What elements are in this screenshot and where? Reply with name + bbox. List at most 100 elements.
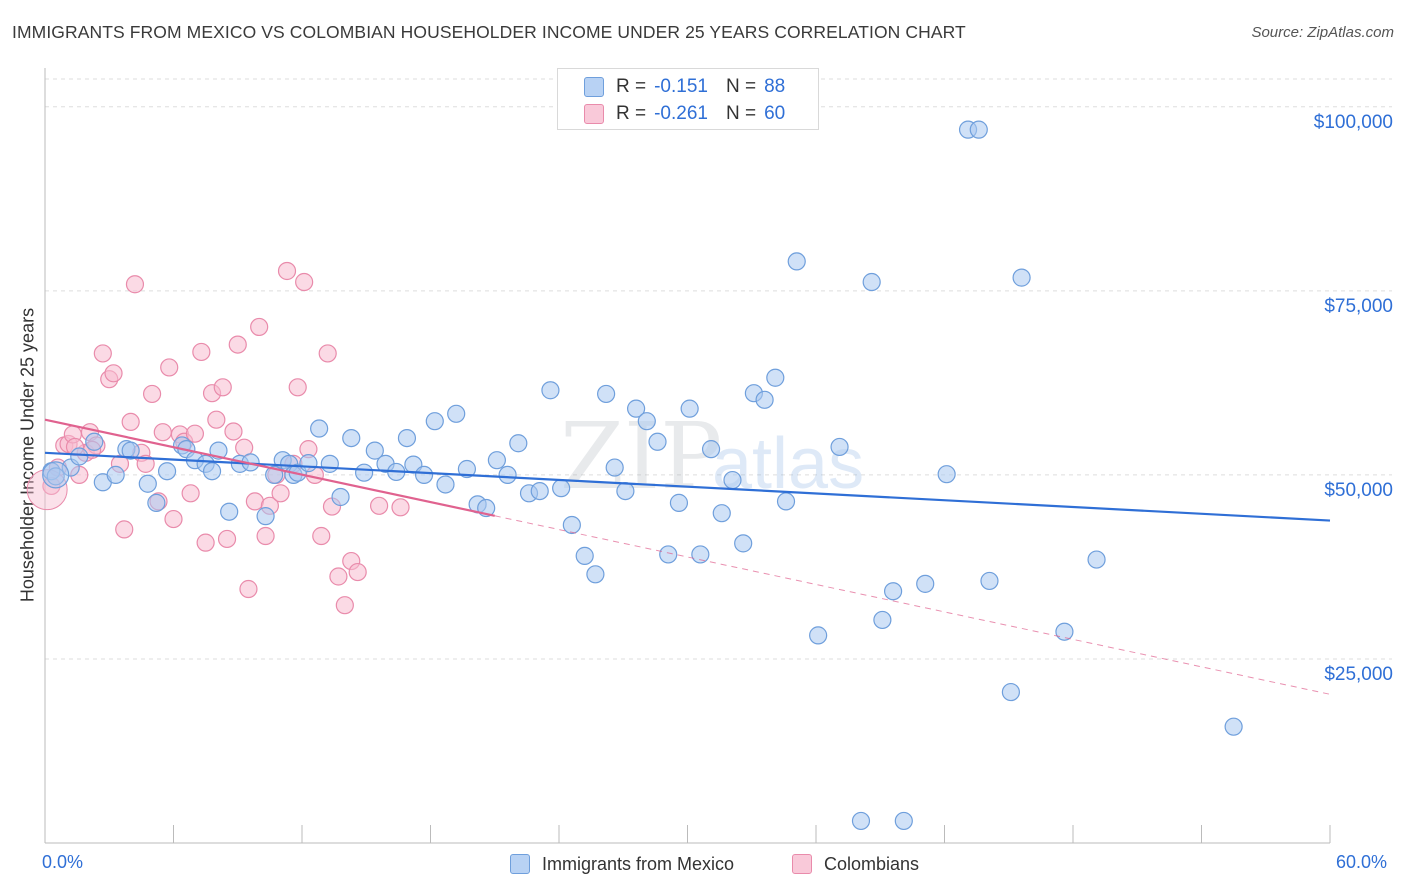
colombian-point <box>192 342 211 362</box>
colombian-point <box>136 454 155 473</box>
mexico-point <box>669 493 689 512</box>
mexico-point <box>873 610 892 630</box>
legend-swatch-blue <box>510 854 530 874</box>
legend-label-mexico: Immigrants from Mexico <box>542 853 735 874</box>
colombian-point <box>277 261 297 281</box>
mexico-point <box>355 463 374 482</box>
mexico-point <box>605 458 624 477</box>
mexico-point <box>755 390 774 409</box>
colombian-point <box>153 423 172 442</box>
colombian-point <box>185 424 205 443</box>
colombian-point <box>239 579 258 599</box>
colombian-point <box>121 412 140 431</box>
mexico-point <box>509 434 528 453</box>
grid-lines <box>45 78 1392 660</box>
colombian-point <box>207 410 226 429</box>
y-tick-labels: $25,000 $50,000 $75,000 $100,000 <box>1314 112 1393 685</box>
legend-swatch-blue <box>584 77 604 97</box>
colombian-point <box>125 275 145 294</box>
mexico-point <box>85 432 104 451</box>
legend-r-value: -0.261 <box>654 103 708 124</box>
colombian-point <box>196 533 215 552</box>
mexico-point <box>299 454 318 473</box>
mexico-point <box>691 545 710 564</box>
colombian-point <box>370 496 389 515</box>
x-tick-label-max: 60.0% <box>1336 852 1388 872</box>
source-label: Source: ZipAtlas.com <box>1251 24 1394 41</box>
mexico-point <box>851 811 871 831</box>
colombian-point <box>295 272 314 292</box>
colombian-point <box>250 317 269 337</box>
legend-n-value: 60 <box>764 103 786 124</box>
colombian-point <box>256 526 275 546</box>
mexico-point <box>220 502 239 521</box>
mexico-point <box>776 492 796 511</box>
mexico-point <box>138 474 157 493</box>
mexico-point <box>712 504 731 523</box>
mexico-point <box>487 451 506 470</box>
colombian-point <box>318 344 337 363</box>
mexico-point <box>331 487 350 507</box>
colombian-point <box>213 378 232 397</box>
legend-row-colombians: R = -0.261 N = 60 <box>584 102 785 126</box>
mexico-point <box>680 399 699 418</box>
legend-r-label: R = <box>616 103 647 124</box>
mexico-trendline <box>44 451 1331 522</box>
legend-r-label: R = <box>616 76 647 97</box>
mexico-point <box>342 428 361 448</box>
mexico-point <box>969 120 988 139</box>
colombian-point <box>93 344 112 363</box>
y-tick-label: $25,000 <box>1324 664 1393 685</box>
mexico-point <box>586 565 605 584</box>
mexico-point <box>147 493 166 512</box>
mexico-point <box>616 482 635 501</box>
mexico-point <box>365 441 384 460</box>
axes <box>44 68 1331 844</box>
y-tick-label: $50,000 <box>1324 480 1393 501</box>
legend-n-value: 88 <box>764 76 786 97</box>
mexico-point <box>626 399 646 418</box>
mexico-point <box>498 465 517 485</box>
mexico-point <box>862 272 881 292</box>
legend-item-mexico[interactable]: Immigrants from Mexico <box>510 851 734 877</box>
mexico-point <box>766 368 785 387</box>
legend-n-label: N = <box>725 103 757 124</box>
mexico-cluster <box>42 461 70 489</box>
colombian-point <box>329 567 348 586</box>
colombian-point <box>391 498 410 517</box>
mexico-point <box>1055 622 1074 641</box>
mexico-point <box>552 479 571 498</box>
mexico-point <box>425 412 444 431</box>
mexico-point <box>659 545 678 564</box>
mexico-point <box>157 462 177 481</box>
mexico-point <box>575 546 594 565</box>
mexico-point <box>597 384 616 404</box>
mexico-point <box>106 465 125 485</box>
y-tick-label: $100,000 <box>1314 112 1393 133</box>
y-tick-label: $75,000 <box>1324 296 1393 317</box>
mexico-point <box>457 459 477 479</box>
colombian-point <box>335 596 354 615</box>
legend-r-value: -0.151 <box>654 76 708 97</box>
mexico-point <box>701 440 721 459</box>
mexico-point <box>723 470 742 490</box>
watermark-atlas: atlas <box>712 424 864 504</box>
colombian-point <box>142 384 162 404</box>
x-tick-label-min: 0.0% <box>42 852 84 872</box>
mexico-point <box>787 252 806 271</box>
mexico-point <box>648 432 667 451</box>
mexico-point <box>1001 682 1020 702</box>
legend-row-mexico: R = -0.151 N = 88 <box>584 75 785 99</box>
colombian-point <box>181 484 200 503</box>
colombian-point <box>312 526 331 546</box>
legend-swatch-pink <box>792 854 812 874</box>
mexico-point <box>637 412 656 431</box>
colombian-point <box>217 529 237 549</box>
colombian-trendline <box>44 418 495 517</box>
mexico-point <box>894 811 913 831</box>
mexico-point <box>436 475 455 494</box>
mexico-point <box>980 571 999 591</box>
legend-item-colombians[interactable]: Colombians <box>792 851 919 877</box>
mexico-point <box>121 441 140 460</box>
